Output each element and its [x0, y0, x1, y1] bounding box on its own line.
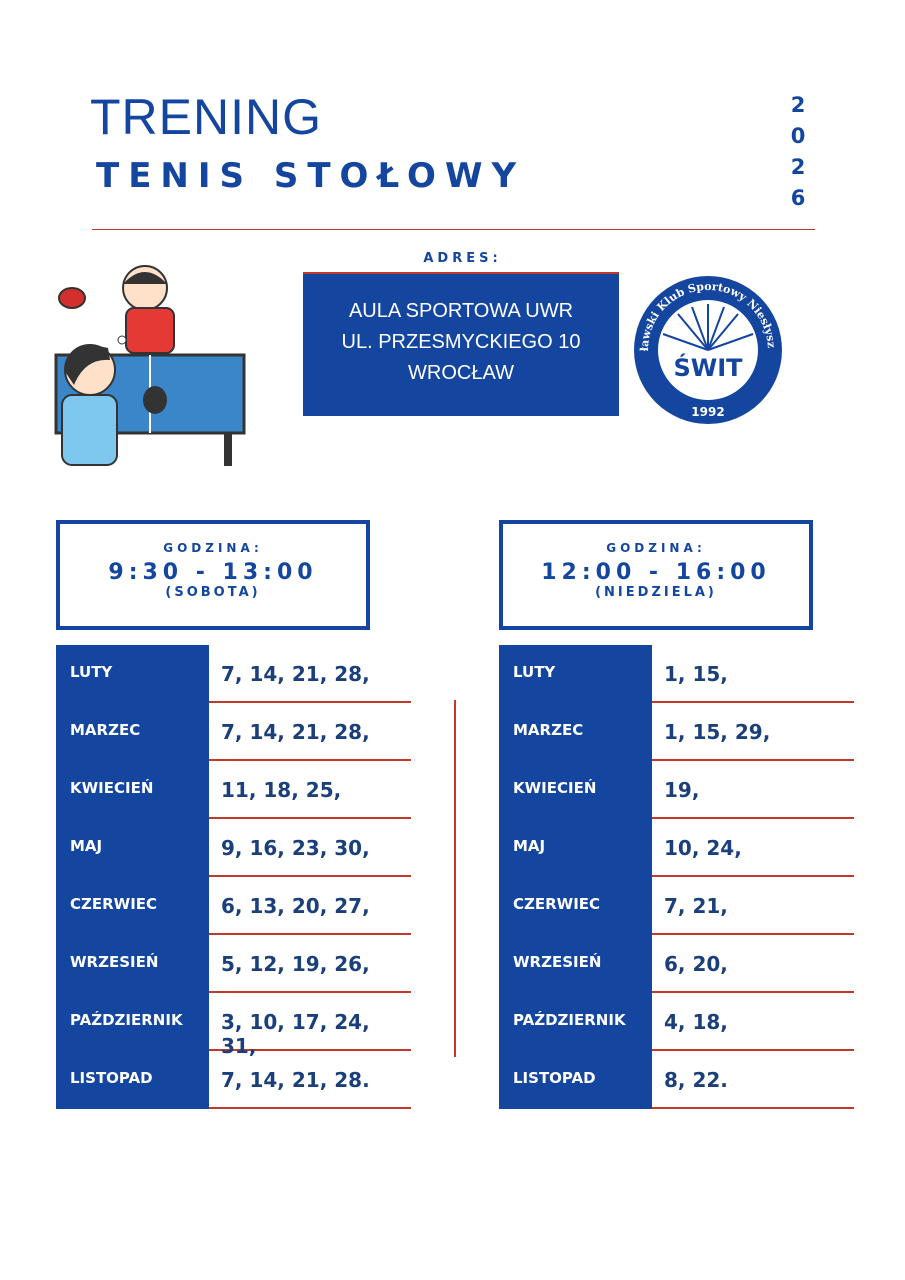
year: 2026: [790, 93, 806, 210]
dates: 7, 14, 21, 28,: [209, 645, 411, 703]
address-line: UL. PRZESMYCKIEGO 10: [341, 331, 581, 353]
dates: 6, 13, 20, 27,: [209, 877, 411, 935]
schedule-row: KWIECIEŃ 19,: [499, 761, 854, 819]
hours-day: (SOBOTA): [165, 585, 261, 600]
schedule-table: LUTY 7, 14, 21, 28, MARZEC 7, 14, 21, 28, KW…: [56, 645, 411, 1109]
divider: [454, 700, 456, 1057]
schedule-row: PAŹDZIERNIK 3, 10, 17, 24, 31,: [56, 993, 411, 1058]
month: MAJ: [499, 819, 652, 877]
month: MARZEC: [499, 703, 652, 761]
dates: 4, 18,: [652, 993, 854, 1051]
dates: 5, 12, 19, 26,: [209, 935, 411, 993]
schedule-row: LUTY 1, 15,: [499, 645, 854, 703]
dates: 11, 18, 25,: [209, 761, 411, 819]
dates: 19,: [652, 761, 854, 819]
address-label: ADRES:: [423, 251, 502, 266]
month: KWIECIEŃ: [499, 761, 652, 819]
hours-box: GODZINA: 9:30 - 13:00 (SOBOTA): [56, 520, 370, 630]
schedule-row: PAŹDZIERNIK 4, 18,: [499, 993, 854, 1051]
month: PAŹDZIERNIK: [56, 993, 209, 1051]
dates: 7, 21,: [652, 877, 854, 935]
subtitle: TENIS STOŁOWY: [96, 156, 526, 196]
month: WRZESIEŃ: [499, 935, 652, 993]
month: MAJ: [56, 819, 209, 877]
dates: 7, 14, 21, 28.: [209, 1051, 411, 1109]
month: PAŹDZIERNIK: [499, 993, 652, 1051]
month: CZERWIEC: [56, 877, 209, 935]
schedule-row: KWIECIEŃ 11, 18, 25,: [56, 761, 411, 819]
title: TRENING: [90, 89, 322, 145]
logo-name: ŚWIT: [673, 352, 743, 382]
schedule-table: LUTY 1, 15, MARZEC 1, 15, 29, KWIECIEŃ 19, MAJ…: [499, 645, 854, 1109]
divider: [92, 229, 815, 230]
schedule-row: WRZESIEŃ 6, 20,: [499, 935, 854, 993]
hours-day: (NIEDZIELA): [595, 585, 717, 600]
schedule-row: CZERWIEC 7, 21,: [499, 877, 854, 935]
dates: 1, 15, 29,: [652, 703, 854, 761]
month: MARZEC: [56, 703, 209, 761]
schedule-row: CZERWIEC 6, 13, 20, 27,: [56, 877, 411, 935]
hours-box: GODZINA: 12:00 - 16:00 (NIEDZIELA): [499, 520, 813, 630]
dates: 1, 15,: [652, 645, 854, 703]
schedule-row: LISTOPAD 7, 14, 21, 28.: [56, 1051, 411, 1109]
schedule-row: MAJ 10, 24,: [499, 819, 854, 877]
schedule-row: WRZESIEŃ 5, 12, 19, 26,: [56, 935, 411, 993]
address-box: AULA SPORTOWA UWR UL. PRZESMYCKIEGO 10 W…: [303, 272, 619, 416]
hours-heading: GODZINA:: [163, 541, 263, 555]
month: LUTY: [56, 645, 209, 703]
dates: 9, 16, 23, 30,: [209, 819, 411, 877]
hours-time: 9:30 - 13:00: [108, 560, 318, 585]
logo: Wrocławski Klub Sportowy Niesłyszących Ś…: [630, 272, 782, 424]
schedule-row: MAJ 9, 16, 23, 30,: [56, 819, 411, 877]
address-line: WROCŁAW: [408, 362, 514, 384]
address-line: AULA SPORTOWA UWR: [348, 300, 574, 322]
month: LISTOPAD: [499, 1051, 652, 1109]
month: LISTOPAD: [56, 1051, 209, 1109]
month: LUTY: [499, 645, 652, 703]
dates: 7, 14, 21, 28,: [209, 703, 411, 761]
schedule-row: MARZEC 7, 14, 21, 28,: [56, 703, 411, 761]
schedule-row: LUTY 7, 14, 21, 28,: [56, 645, 411, 703]
hours-time: 12:00 - 16:00: [541, 560, 771, 585]
schedule-row: MARZEC 1, 15, 29,: [499, 703, 854, 761]
dates: 10, 24,: [652, 819, 854, 877]
month: CZERWIEC: [499, 877, 652, 935]
logo-year: 1992: [691, 405, 724, 419]
month: KWIECIEŃ: [56, 761, 209, 819]
illustration: [54, 265, 246, 466]
schedule-row: LISTOPAD 8, 22.: [499, 1051, 854, 1109]
dates: 6, 20,: [652, 935, 854, 993]
dates: 3, 10, 17, 24, 31,: [209, 993, 411, 1058]
hours-heading: GODZINA:: [606, 541, 706, 555]
dates: 8, 22.: [652, 1051, 854, 1109]
month: WRZESIEŃ: [56, 935, 209, 993]
